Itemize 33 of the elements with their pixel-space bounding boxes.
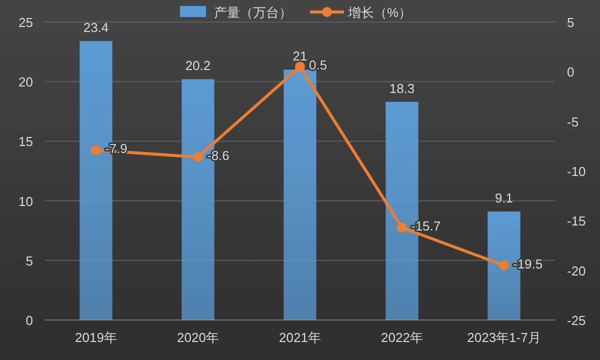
y-tick-label: 25 — [18, 15, 33, 30]
data-label: 0.5 — [309, 58, 328, 73]
x-tick-label: 2019年 — [75, 330, 117, 345]
point — [193, 152, 203, 162]
data-label: -7.9 — [105, 141, 128, 156]
y2-tick-label: -10 — [567, 164, 586, 179]
point — [397, 222, 407, 233]
y2-tick-label: 0 — [567, 64, 574, 80]
y-tick-label: 5 — [26, 253, 33, 268]
data-label: 23.4 — [83, 20, 109, 36]
y-tick-label: 15 — [18, 134, 33, 150]
y2-tick-label: 5 — [567, 15, 574, 30]
data-label: 21 — [292, 48, 308, 64]
point — [91, 145, 101, 156]
y2-tick-label: -5 — [567, 114, 579, 130]
x-tick-label: 2023年1-7月 — [467, 330, 541, 345]
y2-tick-label: -15 — [567, 214, 586, 229]
y-tick-label: 20 — [18, 74, 33, 90]
data-label: 18.3 — [389, 80, 415, 96]
y-tick-label: 0 — [26, 313, 33, 328]
point — [295, 62, 305, 72]
y2-tick-label: -20 — [567, 263, 586, 278]
data-label: 9.1 — [494, 190, 514, 206]
legend-label: 产量（万台） — [214, 5, 292, 20]
x-tick-label: 2020年 — [177, 330, 219, 345]
y2-tick-label: -25 — [567, 313, 586, 328]
x-tick-label: 2021年 — [279, 330, 321, 345]
data-label: 20.2 — [185, 58, 211, 74]
legend-label: 增长（%） — [347, 5, 412, 20]
x-tick-label: 2022年 — [381, 330, 423, 345]
bar — [284, 70, 316, 320]
y-tick-label: 10 — [18, 194, 33, 209]
point — [499, 260, 509, 270]
